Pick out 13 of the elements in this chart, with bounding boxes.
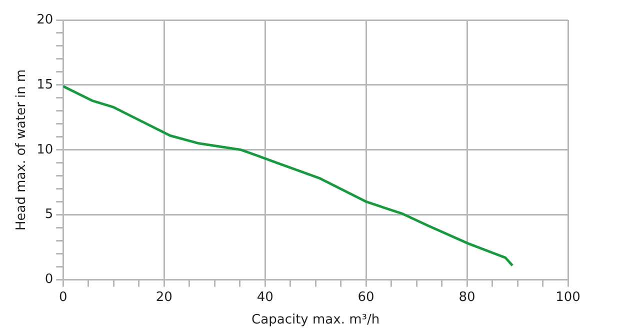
x-tick-label: 100 [556,290,580,305]
x-axis-title: Capacity max. m³/h [252,312,380,328]
y-tick-label: 20 [36,12,54,28]
y-tick-label: 5 [44,207,54,222]
y-tick-label: 15 [36,77,54,92]
x-tick-label: 20 [156,290,172,305]
y-axis-title: Head max. of water in m [14,69,30,230]
y-tick-label: 10 [36,142,54,158]
y-tick-label: 0 [44,272,54,288]
x-tick-label: 60 [358,290,374,305]
x-tick-label: 40 [256,290,274,305]
x-tick-label: 0 [59,290,68,305]
x-tick-label: 80 [458,290,476,305]
